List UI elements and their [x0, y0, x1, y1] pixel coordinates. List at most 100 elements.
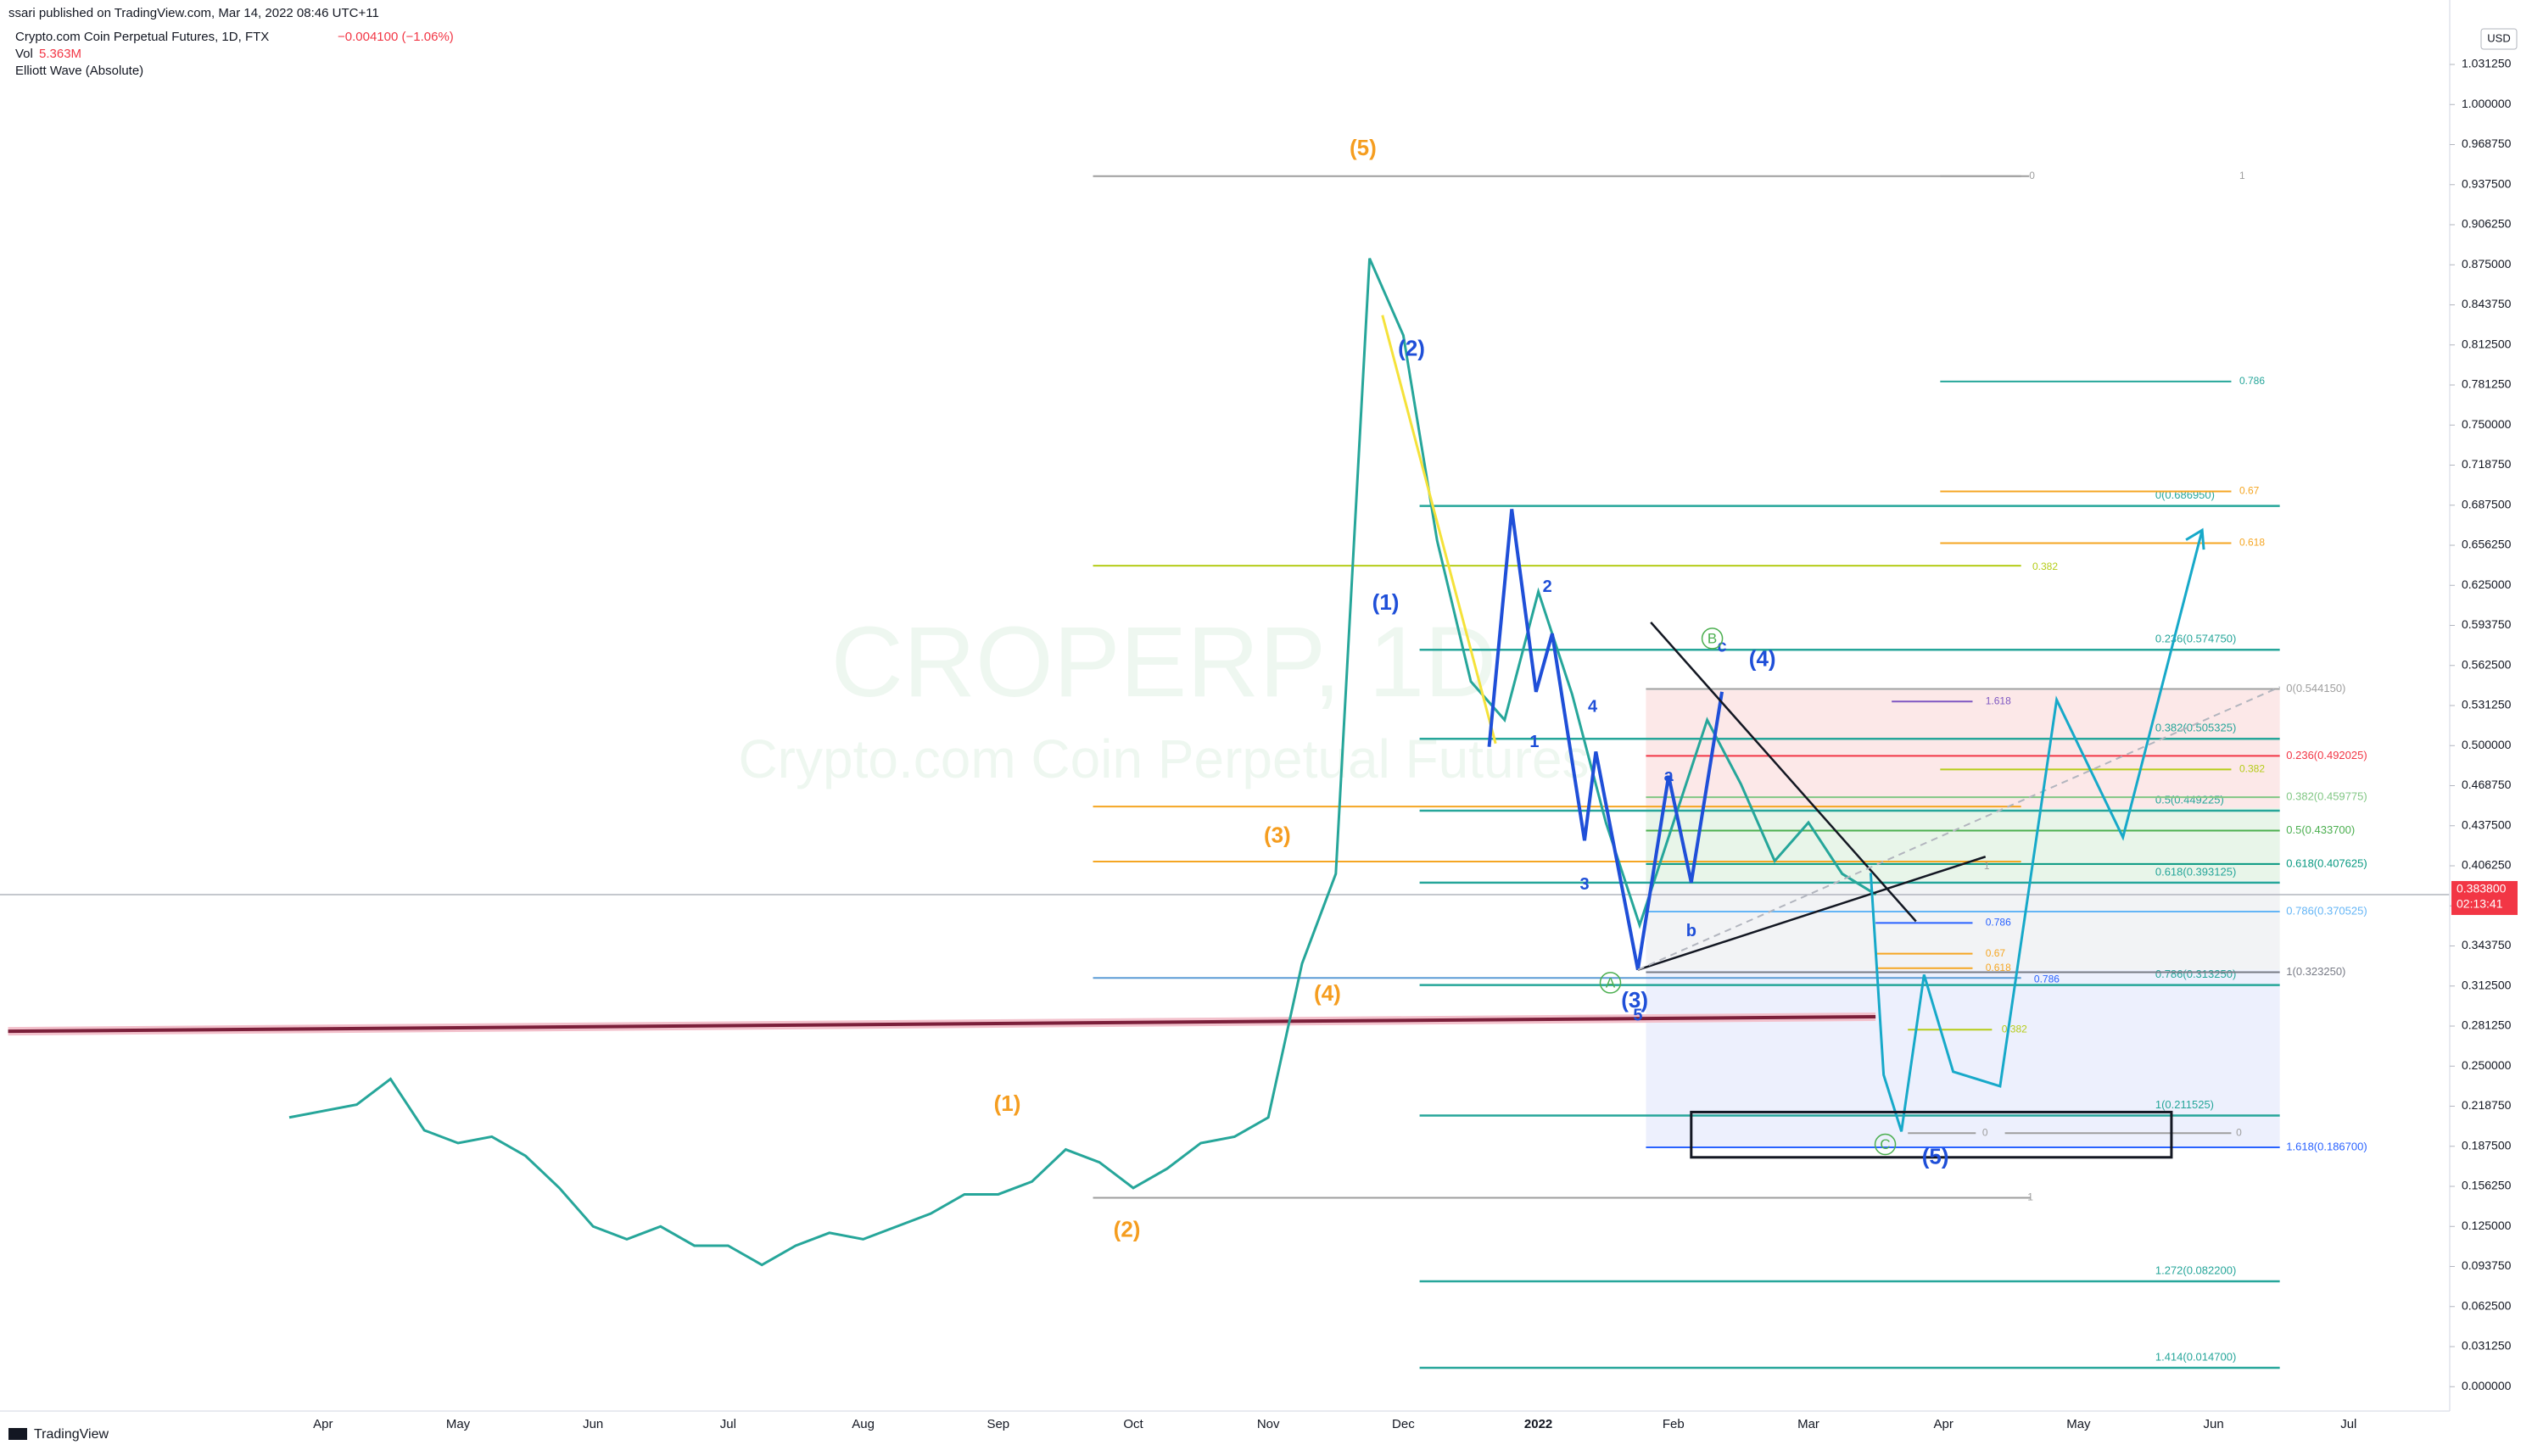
wave-label: (2) [1398, 336, 1425, 361]
ratio-label: 0.786 [2239, 375, 2265, 387]
fib-label: 1.272(0.082200) [2155, 1264, 2236, 1276]
wave-label: (3) [1621, 987, 1648, 1013]
x-tick-label: May [446, 1417, 471, 1431]
fib-label: 0.382(0.505325) [2155, 722, 2236, 734]
brand: TradingView [34, 1427, 109, 1442]
ratio-label: 0.786 [2034, 973, 2060, 985]
price-tag [2451, 880, 2518, 915]
y-tick-label: 0.656250 [2462, 538, 2512, 551]
y-tick-label: 0.187500 [2462, 1138, 2512, 1152]
projection-arrow [2185, 527, 2205, 550]
x-tick-label: Aug [852, 1417, 875, 1431]
y-tick-label: 0.406250 [2462, 858, 2512, 872]
ratio-label: 0.618 [1986, 962, 2011, 973]
ratio-label: 1 [2027, 1191, 2033, 1203]
y-tick-label: 0.312500 [2462, 978, 2512, 991]
y-tick-label: 0.968750 [2462, 137, 2512, 150]
wave-label: 1 [1529, 733, 1539, 751]
ratio-label: 1.618 [1986, 695, 2011, 706]
x-tick-label: Mar [1797, 1417, 1819, 1431]
watermark: CROPERP, 1D Crypto.com Coin Perpetual Fu… [738, 606, 1589, 789]
fib-label: 0(0.686950) [2155, 488, 2215, 501]
ratio-label: 1 [2239, 170, 2245, 181]
fib-zone [1646, 969, 2280, 1148]
y-tick-label: 0.093750 [2462, 1258, 2512, 1272]
wave-circle [1874, 1133, 1897, 1156]
wave-label: c [1717, 638, 1726, 656]
wave-label: (5) [1922, 1144, 1949, 1169]
y-tick-label: 0.812500 [2462, 337, 2512, 350]
y-tick-label: 0.031250 [2462, 1339, 2512, 1353]
y-tick-label: 0.125000 [2462, 1219, 2512, 1232]
ratio-label: 0 [2029, 170, 2035, 181]
footer: TradingView [8, 1427, 109, 1442]
wave-label: a [1664, 767, 1674, 785]
wave-label: 5 [1633, 1006, 1642, 1024]
wave-circle [1599, 972, 1622, 994]
x-tick-label: 2022 [1524, 1417, 1552, 1431]
y-tick-label: 0.687500 [2462, 497, 2512, 510]
fib-label: 0.786(0.313250) [2155, 968, 2236, 980]
wave-label: (4) [1314, 980, 1341, 1006]
header: ssari published on TradingView.com, Mar … [8, 6, 454, 78]
watermark-name: Crypto.com Coin Perpetual Futures [738, 728, 1589, 789]
fib-zone [1646, 689, 2280, 809]
y-tick-label: 0.875000 [2462, 257, 2512, 271]
y-tick-label: 0.593750 [2462, 617, 2512, 631]
fib-label: 0.5(0.433700) [2286, 823, 2355, 836]
fib-label: 0.618(0.407625) [2286, 856, 2367, 869]
symbol: Crypto.com Coin Perpetual Futures, 1D, F… [15, 30, 269, 44]
ratio-label: 0 [2236, 1126, 2242, 1138]
x-tick-label: May [2066, 1417, 2091, 1431]
wave-label: (1) [994, 1091, 1021, 1116]
x-tick-label: Apr [1934, 1417, 1953, 1431]
wave-label: 3 [1579, 875, 1589, 894]
y-tick-label: 0.468750 [2462, 778, 2512, 791]
vol-value: 5.363M [39, 47, 81, 61]
fib-label: 0.382(0.459775) [2286, 790, 2367, 803]
fib-label: 1(0.211525) [2155, 1098, 2214, 1111]
wave-label: (5) [1350, 135, 1377, 160]
countdown: 02:13:41 [2457, 897, 2503, 911]
watermark-symbol: CROPERP, 1D [831, 606, 1497, 718]
change: −0.004100 (−1.06%) [338, 30, 454, 44]
y-tick-label: 0.718750 [2462, 457, 2512, 471]
x-tick-label: Nov [1257, 1417, 1280, 1431]
ratio-label: 0.382 [2239, 762, 2265, 774]
y-tick-label: 0.000000 [2462, 1379, 2512, 1392]
fib-label: 0.236(0.492025) [2286, 749, 2367, 761]
y-tick-label: 0.281250 [2462, 1018, 2512, 1032]
x-tick-label: Dec [1392, 1417, 1415, 1431]
y-tick-label: 0.906250 [2462, 217, 2512, 231]
fib-zone [1646, 880, 2280, 970]
x-tick-label: Sep [987, 1417, 1009, 1431]
trend-line [8, 1014, 1876, 1034]
x-tick-label: Apr [313, 1417, 333, 1431]
wave-label: (1) [1372, 589, 1400, 615]
fib-label: 0.236(0.574750) [2155, 633, 2236, 645]
y-tick-label: 0.843750 [2462, 297, 2512, 310]
wave-path [1487, 509, 1724, 971]
price-tag-label: 0.383800 [2457, 882, 2507, 895]
fib-label: 0(0.544150) [2286, 682, 2345, 695]
indicator: Elliott Wave (Absolute) [15, 64, 143, 78]
ratio-label: 0 [1982, 1126, 1988, 1138]
ratio-label: 0.382 [2002, 1023, 2027, 1035]
fib-label: 1.414(0.014700) [2155, 1350, 2236, 1363]
wave-label: A [1606, 974, 1616, 990]
wave-label: (4) [1749, 646, 1776, 672]
fib-label: 0.5(0.449225) [2155, 793, 2224, 806]
x-tick-label: Jul [720, 1417, 736, 1431]
triangle-line [1650, 622, 1917, 923]
y-tick-label: 0.437500 [2462, 817, 2512, 831]
target-box [1690, 1110, 2173, 1159]
projection-path [1869, 529, 2204, 1132]
vol-label: Vol [15, 47, 33, 61]
currency: USD [2487, 31, 2510, 44]
wave-path [1381, 315, 1497, 745]
wave-label: b [1686, 922, 1696, 940]
wave-circle [1701, 628, 1724, 650]
dashed-line [1637, 686, 2281, 971]
ratio-label: 0.67 [1986, 947, 2006, 959]
wave-label: 2 [1543, 577, 1552, 596]
